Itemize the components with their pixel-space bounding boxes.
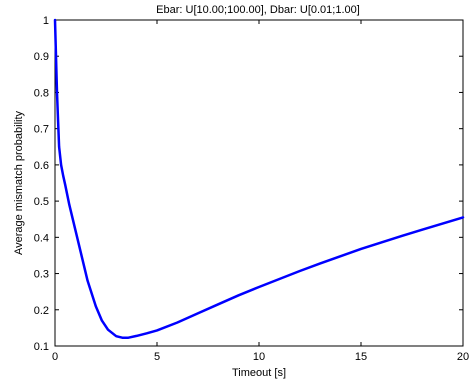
y-tick-label: 0.1 [34, 341, 49, 353]
y-tick-label: 0.5 [34, 196, 49, 208]
y-tick-label: 0.9 [34, 51, 49, 63]
y-axis-ticks: 0.1 0.2 0.3 0.4 0.5 0.6 0.7 0.8 0.9 1 [34, 15, 463, 353]
y-tick-label: 1 [43, 15, 49, 27]
series-layer [53, 18, 465, 339]
y-tick-label: 0.7 [34, 124, 49, 136]
y-tick-label: 0.8 [34, 87, 49, 99]
chart-title: Ebar: U[10.00;100.00], Dbar: U[0.01;1.00… [156, 4, 360, 16]
y-tick-label: 0.6 [34, 160, 49, 172]
x-axis-ticks: 0 5 10 15 20 [52, 20, 469, 363]
y-tick-label: 0.2 [34, 305, 49, 317]
x-tick-label: 10 [253, 351, 265, 363]
y-tick-label: 0.4 [34, 232, 49, 244]
x-tick-label: 15 [355, 351, 367, 363]
y-tick-label: 0.3 [34, 269, 49, 281]
x-tick-label: 0 [52, 351, 58, 363]
plot-area [54, 19, 464, 347]
x-tick-label: 20 [457, 351, 469, 363]
x-axis-label: Timeout [s] [232, 367, 286, 379]
x-tick-label: 5 [154, 351, 160, 363]
y-axis-label: Average mismatch probability [13, 110, 25, 255]
series-line [53, 18, 465, 339]
